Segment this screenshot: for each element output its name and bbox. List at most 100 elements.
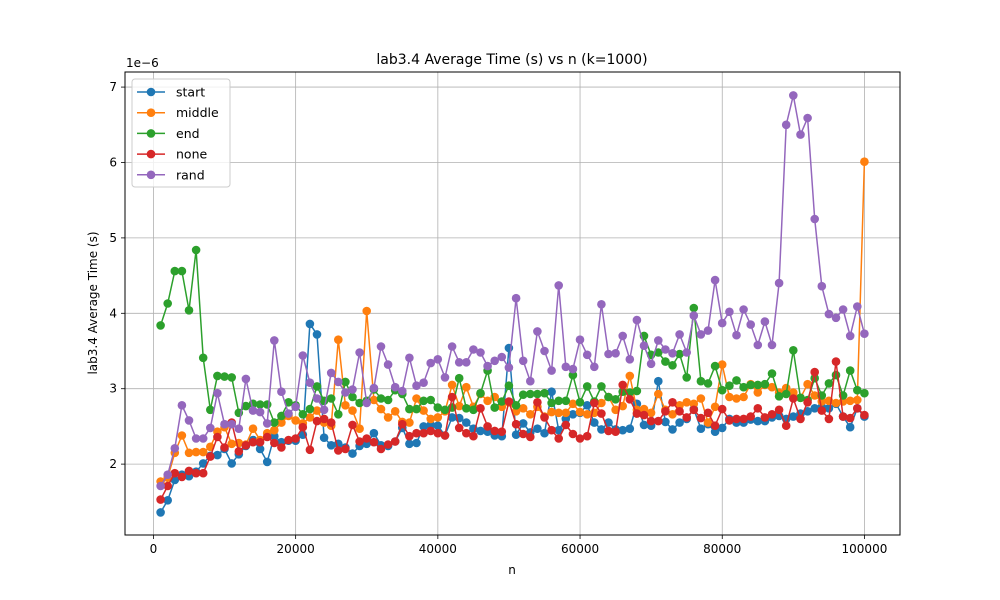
data-point-none bbox=[163, 481, 172, 491]
data-point-start bbox=[433, 421, 443, 431]
data-point-start bbox=[540, 428, 549, 438]
data-point-none bbox=[184, 466, 194, 476]
y-axis-label: lab3.4 Average Time (s) bbox=[86, 231, 100, 374]
data-point-end bbox=[661, 357, 670, 366]
data-point-rand bbox=[604, 349, 613, 359]
data-point-rand bbox=[746, 320, 755, 329]
data-point-none bbox=[646, 416, 656, 426]
data-point-end bbox=[277, 411, 286, 421]
data-point-none bbox=[277, 443, 286, 452]
data-point-middle bbox=[355, 424, 364, 434]
data-point-rand bbox=[853, 302, 862, 311]
data-point-rand bbox=[341, 388, 350, 397]
data-point-start bbox=[568, 410, 578, 419]
data-point-end bbox=[262, 400, 272, 409]
data-point-rand bbox=[220, 419, 229, 429]
data-point-end bbox=[298, 410, 308, 419]
data-point-end bbox=[462, 404, 471, 413]
data-point-end bbox=[255, 400, 265, 409]
data-point-none bbox=[383, 440, 393, 449]
legend-label-none: none bbox=[176, 147, 207, 162]
data-point-middle bbox=[334, 335, 343, 345]
data-point-end bbox=[796, 393, 805, 403]
data-point-end bbox=[490, 403, 500, 412]
data-point-rand bbox=[369, 383, 379, 393]
data-point-none bbox=[191, 468, 201, 478]
data-point-end bbox=[376, 394, 386, 403]
data-point-none bbox=[369, 437, 379, 447]
data-point-rand bbox=[419, 378, 428, 388]
data-point-start bbox=[710, 427, 720, 437]
data-point-middle bbox=[668, 410, 677, 419]
data-point-start bbox=[625, 424, 635, 434]
x-tick-label: 20000 bbox=[277, 542, 315, 556]
data-point-end bbox=[654, 348, 663, 357]
data-point-end bbox=[824, 379, 834, 388]
data-point-rand bbox=[348, 385, 357, 394]
data-point-rand bbox=[661, 345, 670, 354]
data-point-rand bbox=[362, 398, 372, 408]
data-point-rand bbox=[504, 363, 514, 372]
data-point-none bbox=[689, 405, 699, 415]
legend-marker-start bbox=[146, 87, 156, 97]
data-point-none bbox=[604, 426, 613, 436]
data-point-none bbox=[362, 434, 372, 443]
data-point-rand bbox=[817, 281, 827, 291]
data-point-none bbox=[703, 408, 713, 418]
data-point-none bbox=[675, 407, 684, 416]
data-point-rand bbox=[717, 318, 727, 328]
data-point-rand bbox=[689, 311, 699, 320]
data-point-none bbox=[284, 435, 293, 445]
y-tick-label: 5 bbox=[109, 231, 117, 245]
data-point-middle bbox=[654, 389, 663, 399]
data-point-start bbox=[582, 401, 592, 410]
data-point-start bbox=[369, 428, 379, 438]
data-point-middle bbox=[419, 406, 428, 415]
data-point-middle bbox=[518, 404, 528, 413]
data-point-middle bbox=[291, 416, 300, 425]
data-point-start bbox=[262, 457, 272, 467]
data-point-middle bbox=[462, 382, 471, 392]
data-point-end bbox=[568, 370, 578, 380]
data-point-start bbox=[255, 444, 265, 454]
data-point-none bbox=[526, 432, 535, 442]
data-point-middle bbox=[597, 398, 606, 408]
data-point-start bbox=[419, 422, 428, 431]
legend-marker-end bbox=[146, 129, 156, 138]
legend-label-start: start bbox=[176, 85, 205, 100]
data-point-rand bbox=[561, 362, 571, 372]
legend: start middle end none rand bbox=[131, 78, 231, 188]
data-point-middle bbox=[511, 407, 521, 416]
data-point-none bbox=[547, 425, 556, 435]
data-point-none bbox=[732, 414, 741, 424]
data-point-start bbox=[639, 420, 649, 430]
chart-title: lab3.4 Average Time (s) vs n (k=1000) bbox=[376, 52, 647, 68]
data-point-none bbox=[860, 410, 869, 420]
data-point-none bbox=[504, 397, 514, 406]
series-line-rand bbox=[159, 95, 866, 487]
data-point-none bbox=[853, 404, 862, 413]
data-point-none bbox=[440, 431, 450, 440]
data-point-end bbox=[774, 392, 784, 401]
data-point-rand bbox=[376, 342, 386, 351]
x-tick-label: 60000 bbox=[561, 542, 599, 556]
data-point-end bbox=[739, 382, 748, 392]
data-point-end bbox=[781, 389, 791, 399]
data-point-end bbox=[717, 385, 727, 395]
data-point-none bbox=[248, 437, 258, 447]
data-point-start bbox=[312, 330, 322, 339]
data-point-rand bbox=[177, 401, 187, 410]
data-point-end bbox=[348, 392, 357, 402]
data-point-middle bbox=[248, 424, 258, 434]
data-point-none bbox=[710, 421, 720, 431]
data-point-none bbox=[483, 422, 492, 431]
data-point-rand bbox=[668, 349, 677, 358]
data-point-none bbox=[511, 419, 521, 429]
data-point-none bbox=[597, 409, 606, 418]
data-point-middle bbox=[753, 388, 763, 397]
data-point-none bbox=[319, 414, 329, 424]
data-point-end bbox=[533, 389, 542, 399]
x-tick-label: 100000 bbox=[842, 542, 888, 556]
data-point-end bbox=[732, 376, 741, 385]
data-point-end bbox=[312, 382, 322, 391]
